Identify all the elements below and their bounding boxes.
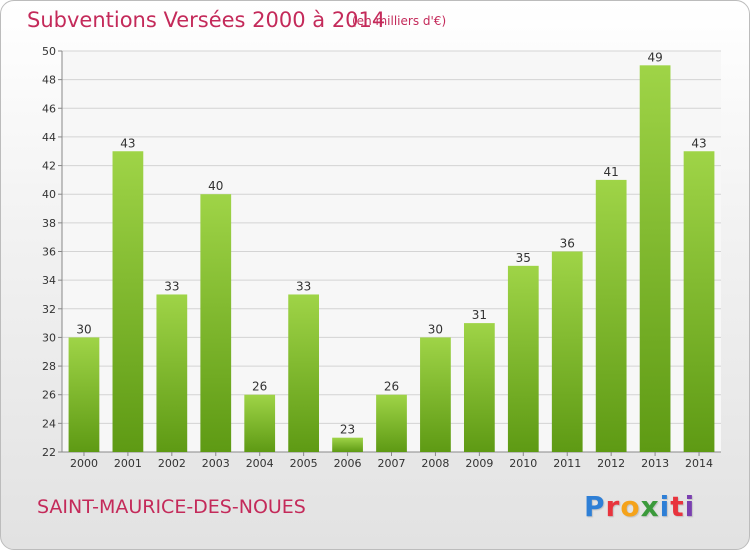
data-label: 26 xyxy=(384,380,399,394)
y-tick-label: 50 xyxy=(42,45,56,58)
unit-note: (en milliers d'€) xyxy=(352,14,447,28)
labels: 22 24 26 28 30 32 34 36 38 40 42 44 46 48 50 30 2000 43 20… xyxy=(42,45,713,470)
y-tick-label: 48 xyxy=(42,74,56,87)
data-label: 30 xyxy=(76,322,91,336)
data-label: 31 xyxy=(472,308,487,322)
x-tick-label: 2005 xyxy=(290,457,318,470)
bar-2013 xyxy=(639,65,671,453)
bar-2009 xyxy=(463,323,495,452)
y-tick-label: 38 xyxy=(42,217,56,230)
y-tick-label: 40 xyxy=(42,188,56,201)
x-tick-label: 2007 xyxy=(378,457,406,470)
y-tick-label: 46 xyxy=(42,102,56,115)
x-tick-label: 2014 xyxy=(685,457,713,470)
data-label: 43 xyxy=(691,136,706,150)
y-tick-label: 34 xyxy=(42,274,56,287)
bar-2003 xyxy=(200,194,232,452)
y-tick-label: 24 xyxy=(42,417,56,430)
y-tick-label: 28 xyxy=(42,360,56,373)
y-tick-label: 26 xyxy=(42,389,56,402)
place-name: SAINT-MAURICE-DES-NOUES xyxy=(37,496,306,518)
bar-2000 xyxy=(68,337,100,452)
x-tick-label: 2006 xyxy=(334,457,362,470)
logo-letter: t xyxy=(670,490,685,523)
x-tick-label: 2002 xyxy=(158,457,186,470)
data-label: 41 xyxy=(604,165,619,179)
logo-letter: i xyxy=(684,490,696,523)
bar-2004 xyxy=(244,394,276,452)
x-tick-label: 2008 xyxy=(421,457,449,470)
logo-letter: o xyxy=(620,490,641,523)
logo-letter: P xyxy=(584,490,606,523)
bar-2006 xyxy=(332,437,363,452)
bar-2002 xyxy=(156,294,188,452)
x-tick-label: 2010 xyxy=(509,457,537,470)
y-tick-label: 42 xyxy=(42,160,56,173)
data-label: 49 xyxy=(647,50,662,64)
data-label: 40 xyxy=(208,179,223,193)
bars xyxy=(68,65,715,453)
data-label: 35 xyxy=(516,251,531,265)
data-label: 33 xyxy=(296,279,311,293)
x-tick-label: 2012 xyxy=(597,457,625,470)
bar-2001 xyxy=(112,151,144,452)
data-label: 26 xyxy=(252,380,267,394)
bar-2005 xyxy=(288,294,320,452)
logo-letter: i xyxy=(659,490,671,523)
bar-2010 xyxy=(507,265,539,452)
bar-2014 xyxy=(683,151,715,452)
y-tick-label: 36 xyxy=(42,246,56,259)
y-tick-label: 32 xyxy=(42,303,56,316)
x-tick-label: 2011 xyxy=(553,457,581,470)
x-tick-label: 2004 xyxy=(246,457,274,470)
logo-letter: r xyxy=(605,490,621,523)
logo-letter: x xyxy=(640,490,660,523)
y-tick-label: 30 xyxy=(42,331,56,344)
data-label: 36 xyxy=(560,237,575,251)
x-tick-label: 2003 xyxy=(202,457,230,470)
data-label: 23 xyxy=(340,423,355,437)
x-tick-label: 2009 xyxy=(465,457,493,470)
data-label: 33 xyxy=(164,279,179,293)
x-tick-label: 2013 xyxy=(641,457,669,470)
bar-2012 xyxy=(595,179,627,452)
y-tick-label: 44 xyxy=(42,131,56,144)
chart-title: Subventions Versées 2000 à 2014 xyxy=(27,8,386,32)
proxiti-logo: Proxiti xyxy=(584,490,695,523)
bar-2008 xyxy=(420,337,451,452)
bar-2011 xyxy=(551,251,583,452)
x-tick-label: 2000 xyxy=(70,457,98,470)
x-tick-label: 2001 xyxy=(114,457,142,470)
data-label: 30 xyxy=(428,322,443,336)
data-label: 43 xyxy=(120,136,135,150)
y-tick-label: 22 xyxy=(42,446,56,459)
bar-2007 xyxy=(376,394,407,452)
